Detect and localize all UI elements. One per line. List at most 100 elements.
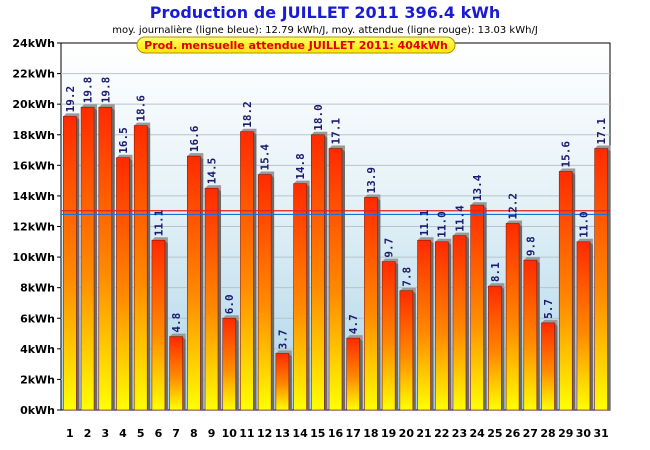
data-label: 18.0 [312, 104, 325, 131]
bar [505, 223, 520, 411]
bar [169, 336, 183, 411]
x-tick-label: 19 [381, 427, 396, 440]
data-label: 3.7 [276, 330, 289, 350]
y-axis: 0kWh 2kWh 4kWh 6kWh 8kWh 10kWh 12kWh 14kWh 16kWh… [12, 37, 61, 417]
y-tick-label: 18kWh [12, 129, 55, 142]
bar-shadow [448, 241, 452, 410]
bar-shadow [164, 240, 168, 410]
bar-shadow [572, 171, 576, 410]
bar [417, 239, 431, 411]
bars [63, 104, 611, 411]
bar [558, 171, 573, 411]
x-tick-label: 20 [399, 427, 415, 440]
data-label: 4.7 [347, 314, 360, 334]
data-label: 11.1 [152, 209, 165, 236]
data-label: 12.2 [507, 193, 520, 220]
data-label: 13.9 [365, 167, 378, 194]
bar-shadow [589, 241, 593, 410]
bar [222, 317, 237, 411]
bar [594, 148, 608, 411]
y-tick-label: 8kWh [20, 282, 55, 295]
bar-shadow [271, 174, 275, 410]
bar-shadow [253, 131, 257, 411]
bar-shadow [182, 336, 186, 410]
bar-shadow [501, 286, 505, 410]
x-tick-label: 23 [452, 427, 467, 440]
data-label: 14.5 [206, 158, 219, 185]
bar [98, 106, 113, 411]
x-tick-label: 5 [137, 427, 145, 440]
x-tick-label: 13 [275, 427, 290, 440]
data-label: 15.6 [560, 141, 573, 168]
x-tick-label: 28 [540, 427, 555, 440]
bar-shadow [395, 261, 399, 410]
bar [399, 290, 414, 411]
x-tick-label: 26 [505, 427, 521, 440]
bar-shadow [324, 134, 328, 410]
data-label: 14.8 [294, 153, 307, 180]
bar [488, 285, 502, 411]
x-tick-label: 3 [101, 427, 109, 440]
data-label: 4.8 [170, 313, 183, 333]
bar [240, 131, 254, 411]
y-tick-label: 16kWh [12, 159, 55, 172]
data-label: 11.4 [453, 205, 466, 232]
bar [523, 259, 538, 411]
x-tick-label: 22 [434, 427, 449, 440]
data-label: 6.0 [223, 294, 236, 314]
bar [346, 337, 361, 411]
bar-shadow [306, 183, 310, 410]
bar [434, 241, 449, 411]
x-tick-label: 10 [222, 427, 238, 440]
bar [116, 157, 130, 411]
y-tick-label: 0kWh [20, 404, 55, 417]
bar-shadow [536, 260, 540, 410]
bar [80, 106, 95, 411]
y-tick-label: 14kWh [12, 190, 55, 203]
bar [63, 116, 77, 411]
x-tick-label: 14 [292, 427, 308, 440]
bar-shadow [129, 157, 133, 410]
average-lines [61, 210, 610, 216]
bar-shadow [111, 107, 115, 410]
data-label: 16.5 [117, 127, 130, 154]
data-label: 5.7 [542, 299, 555, 319]
bar-shadow [359, 338, 363, 410]
data-label: 7.8 [400, 267, 413, 287]
data-label: 18.2 [241, 101, 254, 127]
bar [310, 134, 325, 411]
x-tick-label: 8 [190, 427, 198, 440]
y-tick-label: 10kWh [12, 251, 55, 264]
bar [576, 241, 591, 411]
bar-shadow [342, 148, 345, 410]
data-label: 17.1 [595, 118, 608, 145]
y-tick-label: 2kWh [20, 373, 55, 386]
bar [381, 261, 396, 411]
data-label: 19.8 [99, 77, 112, 104]
banner-box [136, 36, 456, 54]
bar [151, 239, 166, 411]
x-tick-label: 1 [66, 427, 74, 440]
bar-shadow [377, 197, 381, 410]
x-tick-label: 7 [172, 427, 180, 440]
bar [187, 155, 201, 411]
bar-shadow [607, 148, 611, 410]
bar-shadow [147, 125, 151, 410]
data-label: 19.2 [64, 86, 77, 113]
x-axis: 1 2 3 4 5 6 7 8 9 10 11 12 13 14 15 16 17 18 19 20 21 22 23 24 2… [66, 427, 609, 440]
banner: Prod. mensuelle attendue JUILLET 2011: 4… [136, 36, 456, 54]
data-label: 17.1 [330, 118, 343, 145]
bar [275, 353, 290, 411]
data-label: 11.1 [418, 209, 431, 236]
data-label: 8.1 [489, 262, 502, 282]
data-label: 15.4 [259, 144, 272, 171]
bar [541, 322, 555, 411]
bar [204, 187, 219, 411]
bar-shadow [465, 235, 469, 410]
bar [133, 125, 148, 411]
bar-shadow [235, 318, 239, 410]
bar-shadow [430, 240, 434, 410]
data-label: 19.8 [82, 77, 95, 104]
y-tick-label: 22kWh [12, 68, 55, 81]
y-tick-label: 24kWh [12, 37, 55, 50]
